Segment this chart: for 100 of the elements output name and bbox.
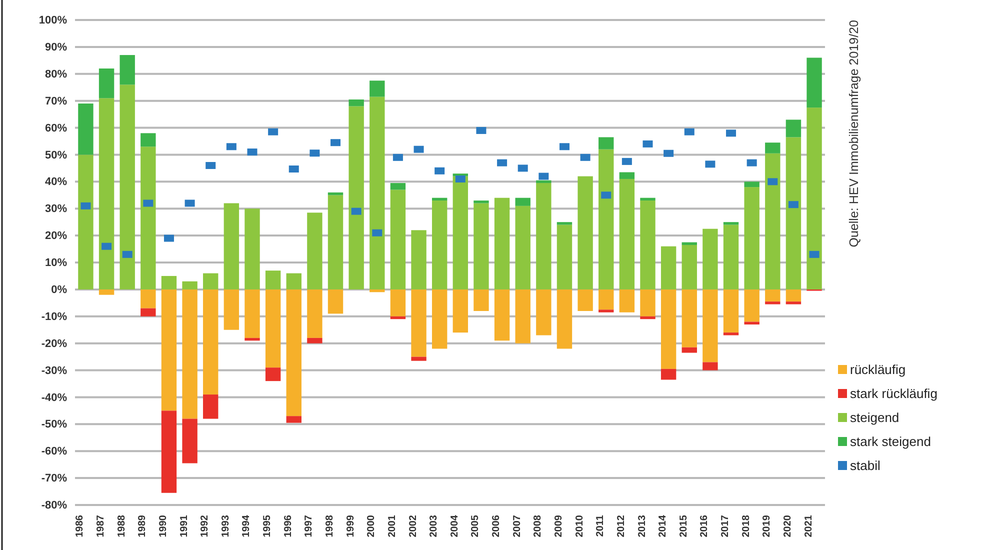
bar bbox=[765, 289, 780, 302]
bar bbox=[765, 302, 780, 304]
point bbox=[601, 192, 612, 199]
x-tick-label: 2010 bbox=[574, 514, 586, 538]
bar bbox=[120, 84, 135, 290]
x-tick-label: 1996 bbox=[282, 514, 294, 538]
x-tick-label: 1991 bbox=[178, 514, 190, 538]
bar bbox=[556, 222, 572, 225]
point bbox=[664, 150, 674, 157]
bar bbox=[286, 289, 302, 416]
bar bbox=[140, 146, 156, 290]
bar bbox=[786, 289, 802, 302]
bar bbox=[98, 289, 114, 295]
bar bbox=[786, 120, 802, 138]
bar bbox=[682, 289, 697, 348]
bar bbox=[806, 108, 822, 290]
x-tick-label: 2019 bbox=[762, 514, 773, 538]
bar bbox=[203, 289, 218, 395]
source-note: Quelle: HEV Immobilienumfrage 2019/20 bbox=[847, 20, 861, 248]
y-tick-label: 80% bbox=[44, 68, 68, 80]
bar bbox=[161, 410, 177, 493]
legend-label: rückläufig bbox=[850, 362, 906, 377]
bar bbox=[244, 289, 260, 338]
bar bbox=[702, 228, 718, 290]
x-tick-label: 1992 bbox=[200, 514, 211, 538]
point bbox=[476, 126, 486, 134]
bar bbox=[640, 289, 656, 316]
x-tick-label: 2005 bbox=[470, 514, 482, 538]
point bbox=[580, 154, 590, 161]
x-tick-label: 2007 bbox=[512, 514, 523, 538]
bar bbox=[723, 224, 739, 290]
bar bbox=[370, 96, 385, 290]
point bbox=[268, 128, 278, 136]
x-tick-label: 2000 bbox=[366, 514, 378, 538]
bar bbox=[307, 212, 322, 290]
point bbox=[726, 130, 736, 137]
x-tick-label: 2013 bbox=[636, 514, 648, 538]
bar bbox=[265, 368, 281, 382]
bar bbox=[765, 142, 780, 154]
x-tick-label: 2020 bbox=[782, 514, 794, 538]
bar bbox=[348, 99, 364, 106]
bar bbox=[786, 302, 802, 304]
bar bbox=[474, 200, 489, 204]
bar bbox=[286, 416, 302, 423]
bar bbox=[432, 289, 448, 349]
bar bbox=[640, 200, 656, 290]
bar bbox=[536, 183, 552, 290]
bar bbox=[806, 58, 822, 108]
bar bbox=[723, 332, 739, 336]
bar bbox=[182, 281, 198, 290]
bar bbox=[702, 362, 718, 370]
point bbox=[746, 159, 757, 166]
point bbox=[497, 159, 508, 166]
bar bbox=[515, 289, 530, 344]
bar bbox=[307, 289, 322, 338]
bar bbox=[744, 322, 760, 324]
bar bbox=[390, 190, 406, 290]
point bbox=[143, 200, 154, 207]
bar bbox=[328, 195, 344, 290]
bar bbox=[515, 206, 530, 290]
y-tick-label: 10% bbox=[44, 257, 68, 270]
bar bbox=[161, 276, 177, 290]
bar bbox=[452, 176, 468, 290]
point bbox=[122, 250, 132, 258]
bar bbox=[598, 310, 614, 312]
bar bbox=[203, 394, 218, 419]
legend-label: stark rückläufig bbox=[850, 386, 938, 401]
x-tick-label: 2009 bbox=[553, 514, 564, 538]
bar bbox=[224, 289, 240, 330]
y-tick-label: -80% bbox=[41, 500, 68, 512]
x-tick-label: 1997 bbox=[304, 514, 315, 538]
x-tick-label: 2008 bbox=[532, 514, 544, 538]
bar bbox=[328, 192, 344, 196]
bar bbox=[411, 289, 426, 357]
point bbox=[351, 208, 362, 215]
point bbox=[414, 146, 424, 153]
bar bbox=[452, 289, 468, 333]
bar bbox=[370, 80, 385, 97]
point bbox=[392, 154, 403, 161]
y-tick-label: -70% bbox=[41, 472, 68, 485]
point bbox=[684, 128, 694, 136]
bar bbox=[682, 244, 697, 290]
y-tick-label: 100% bbox=[38, 14, 68, 27]
bar bbox=[494, 289, 510, 341]
bar bbox=[474, 289, 489, 311]
bar bbox=[98, 68, 114, 98]
x-tick-label: 2012 bbox=[616, 514, 627, 538]
x-tick-label: 2001 bbox=[386, 514, 398, 538]
bar bbox=[140, 308, 156, 316]
bar bbox=[723, 289, 739, 333]
bar bbox=[494, 198, 510, 290]
bar bbox=[723, 222, 739, 225]
point bbox=[788, 201, 798, 208]
bar bbox=[390, 316, 406, 320]
y-tick-label: 40% bbox=[44, 176, 68, 188]
y-tick-label: -30% bbox=[41, 364, 68, 377]
y-tick-label: 50% bbox=[44, 149, 68, 162]
legend-label: stark steigend bbox=[850, 434, 931, 449]
bar bbox=[265, 270, 281, 290]
bar bbox=[640, 198, 656, 201]
